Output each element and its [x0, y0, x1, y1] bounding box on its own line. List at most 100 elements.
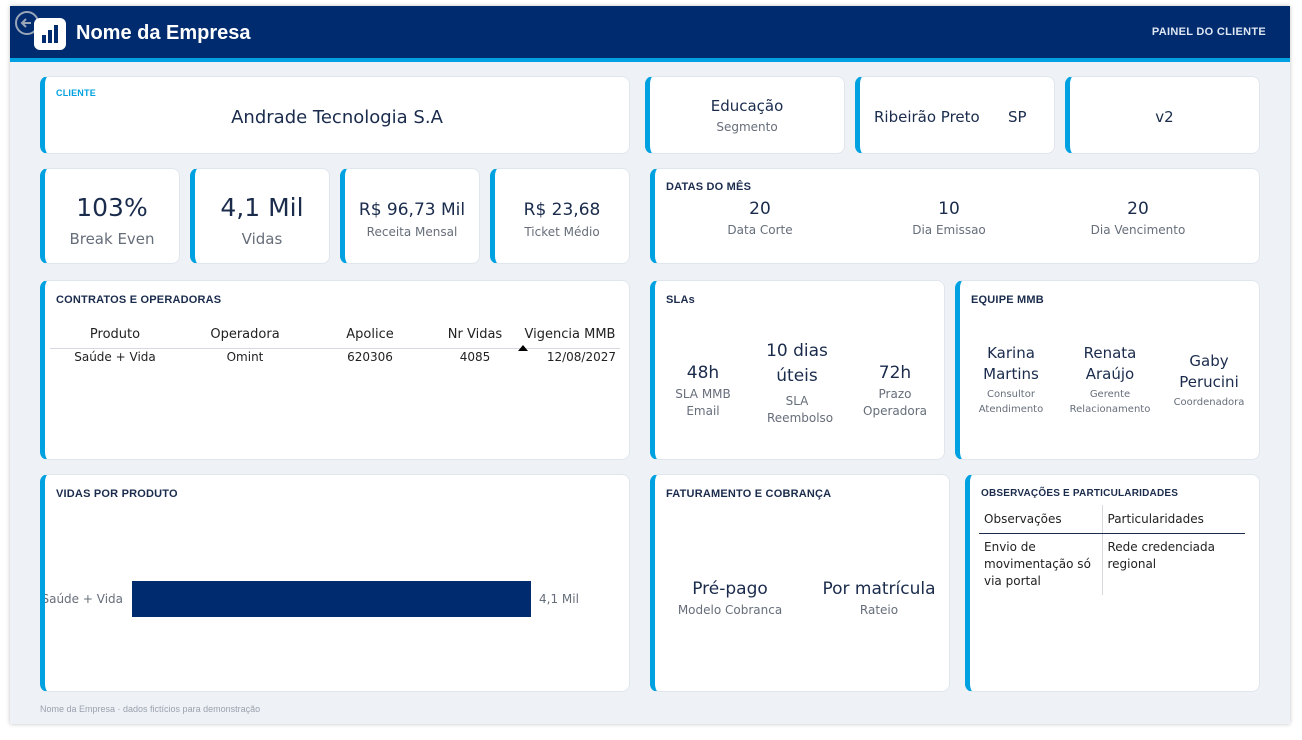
billing-card: FATURAMENTO E COBRANÇA Pré-pago Modelo C…	[650, 474, 950, 692]
table-header-row: Observações Particularidades	[979, 505, 1245, 534]
table-row[interactable]: Saúde + Vida Omint 620306 4085 12/08/202…	[50, 348, 620, 366]
slas-card: SLAs 48h SLA MMB Email 10 dias úteis SLA…	[650, 280, 945, 460]
observations-card: OBSERVAÇÕES E PARTICULARIDADES Observaçõ…	[965, 474, 1260, 692]
bar-chart-icon	[34, 18, 66, 50]
header-bar: Nome da Empresa PAINEL DO CLIENTE	[10, 6, 1290, 62]
table-cell: 12/08/2027	[546, 350, 616, 365]
contracts-table: Produto Operadora Apolice Nr Vidas Vigen…	[50, 321, 620, 366]
kpi-value: R$ 96,73 Mil	[358, 200, 466, 220]
kpi-value: 103%	[76, 193, 148, 222]
date-label: Data Corte	[727, 223, 793, 237]
team-member: Gaby Perucini Coordenadora	[1164, 351, 1254, 410]
billing-label: Modelo Cobranca	[677, 603, 783, 617]
footer-note: Nome da Empresa · dados fictícios para d…	[40, 704, 261, 714]
sla-item-operadora: 72h Prazo Operadora	[855, 363, 935, 420]
panel-label: PAINEL DO CLIENTE	[1151, 26, 1266, 38]
bar[interactable]	[132, 581, 531, 617]
contracts-title: CONTRATOS E OPERADORAS	[56, 294, 222, 306]
dates-title: DATAS DO MÊS	[666, 181, 752, 193]
billing-item-rateio: Por matrícula Rateio	[809, 579, 949, 617]
table-cell: Omint	[226, 350, 264, 365]
contracts-card: CONTRATOS E OPERADORAS Produto Operadora…	[40, 280, 630, 460]
billing-item-modelo: Pré-pago Modelo Cobranca	[665, 579, 795, 617]
billing-label: Rateio	[859, 603, 899, 617]
member-role: Consultor Atendimento	[978, 389, 1044, 415]
sla-item-reembolso: 10 dias úteis SLA Reembolso	[751, 339, 843, 427]
date-value: 10	[938, 199, 960, 219]
sla-item-email: 48h SLA MMB Email	[663, 363, 743, 420]
version-card: v2	[1065, 76, 1260, 154]
sla-value: 48h	[686, 363, 720, 383]
dashboard-frame: Nome da Empresa PAINEL DO CLIENTE CLIENT…	[10, 6, 1290, 724]
segment-label: Segmento	[716, 120, 778, 134]
date-value: 20	[1127, 199, 1149, 219]
team-title: EQUIPE MMB	[971, 294, 1044, 306]
column-header[interactable]: Operadora	[180, 321, 310, 349]
dates-card: DATAS DO MÊS 20 Data Corte 10 Dia Emissa…	[650, 168, 1260, 264]
sort-ascending-icon	[518, 344, 528, 351]
member-name: Karina Martins	[983, 344, 1039, 383]
team-member: Renata Araújo Gerente Relacionamento	[1060, 343, 1160, 417]
vidas-produto-card: VIDAS POR PRODUTO Saúde + Vida 4,1 Mil	[40, 474, 630, 692]
table-row[interactable]: Envio de movimentação só via portal Rede…	[979, 533, 1245, 595]
kpi-label: Receita Mensal	[366, 225, 458, 239]
date-item-emissao: 10 Dia Emissao	[854, 199, 1044, 237]
vidas-produto-title: VIDAS POR PRODUTO	[56, 488, 178, 500]
kpi-receita-mensal: R$ 96,73 Mil Receita Mensal	[340, 168, 480, 264]
observations-title: OBSERVAÇÕES E PARTICULARIDADES	[981, 488, 1179, 499]
sla-value: 10 dias úteis	[766, 341, 828, 386]
bar-data-label: 4,1 Mil	[539, 592, 579, 606]
kpi-ticket-medio: R$ 23,68 Ticket Médio	[490, 168, 630, 264]
vidas-bar-chart: Saúde + Vida 4,1 Mil	[45, 581, 579, 617]
table-cell: Envio de movimentação só via portal	[984, 539, 1091, 588]
kpi-label: Break Even	[69, 230, 155, 248]
column-header-sorted[interactable]: Vigencia MMB	[518, 321, 620, 351]
billing-value: Pré-pago	[692, 579, 768, 599]
client-label: CLIENTE	[56, 88, 96, 98]
date-label: Dia Vencimento	[1090, 223, 1186, 237]
column-header[interactable]: Produto	[50, 321, 180, 349]
kpi-value: 4,1 Mil	[220, 193, 304, 222]
date-value: 20	[749, 199, 771, 219]
location-state: SP	[1008, 108, 1027, 126]
kpi-label: Ticket Médio	[524, 225, 600, 239]
column-header-label: Vigencia MMB	[524, 326, 616, 342]
billing-value: Por matrícula	[822, 579, 936, 599]
table-cell: Rede credenciada regional	[1101, 533, 1245, 595]
table-cell: 620306	[347, 350, 393, 365]
kpi-break-even: 103% Break Even	[40, 168, 180, 264]
table-cell: Saúde + Vida	[74, 350, 156, 365]
member-role: Coordenadora	[1173, 397, 1245, 408]
client-card: CLIENTE Andrade Tecnologia S.A	[40, 76, 630, 154]
location-city: Ribeirão Preto	[874, 108, 980, 126]
column-header[interactable]: Nr Vidas	[430, 321, 520, 349]
column-header[interactable]: Observações	[979, 505, 1102, 534]
client-name: Andrade Tecnologia S.A	[231, 107, 443, 128]
kpi-value: R$ 23,68	[523, 200, 601, 220]
billing-title: FATURAMENTO E COBRANÇA	[666, 488, 832, 500]
observations-table: Observações Particularidades Envio de mo…	[979, 505, 1245, 595]
segment-value: Educação	[710, 97, 784, 115]
kpi-vidas: 4,1 Mil Vidas	[190, 168, 330, 264]
member-name: Renata Araújo	[1083, 344, 1137, 383]
kpi-label: Vidas	[241, 230, 283, 248]
sla-value: 72h	[878, 363, 912, 383]
sla-label: SLA MMB Email	[675, 387, 731, 418]
sla-label: Prazo Operadora	[863, 387, 927, 418]
member-name: Gaby Perucini	[1179, 352, 1239, 391]
bar-category-label: Saúde + Vida	[45, 592, 123, 606]
date-item-corte: 20 Data Corte	[665, 199, 855, 237]
table-header-row: Produto Operadora Apolice Nr Vidas Vigen…	[50, 321, 620, 351]
segment-card: Educação Segmento	[645, 76, 845, 154]
team-member: Karina Martins Consultor Atendimento	[966, 343, 1056, 417]
date-item-vencimento: 20 Dia Vencimento	[1043, 199, 1233, 237]
version-value: v2	[1155, 108, 1174, 126]
sla-label: SLA Reembolso	[767, 394, 834, 425]
brand-name: Nome da Empresa	[76, 22, 251, 44]
slas-title: SLAs	[666, 294, 695, 306]
column-header[interactable]: Apolice	[310, 321, 430, 349]
member-role: Gerente Relacionamento	[1069, 389, 1151, 415]
column-header[interactable]: Particularidades	[1101, 505, 1245, 534]
table-cell: 4085	[459, 350, 491, 365]
date-label: Dia Emissao	[912, 223, 986, 237]
